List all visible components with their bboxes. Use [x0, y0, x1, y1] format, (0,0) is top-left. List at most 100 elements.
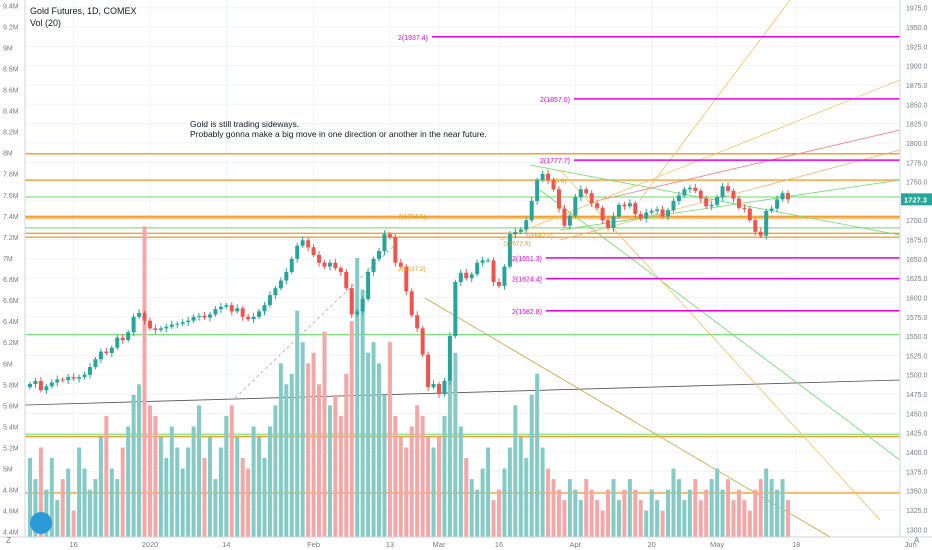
candle-body [513, 231, 518, 235]
price-tick-label: 1975.0 [906, 6, 928, 13]
fib-level-label: 2(1857.0) [540, 97, 570, 104]
volume-tick-label: 9.2M [3, 24, 19, 31]
candle-body [262, 305, 267, 312]
fib-level-label: 2(1582.8) [512, 309, 542, 316]
volume-bar [606, 489, 611, 537]
volume-bar [267, 426, 272, 537]
candle-body [284, 271, 289, 281]
price-tick-label: 1475.0 [906, 392, 928, 399]
volume-bar [131, 394, 136, 537]
volume-bar [420, 415, 425, 537]
volume-bar [742, 500, 747, 537]
volume-tick-label: 8.6M [3, 88, 19, 95]
volume-tick-label: 8M [3, 151, 13, 158]
candle-body [153, 328, 158, 330]
volume-tick-label: 6.4M [3, 319, 19, 326]
candle-body [278, 280, 283, 289]
volume-bar [693, 479, 698, 537]
corner-right-label[interactable]: A [914, 536, 920, 545]
volume-bar [469, 479, 474, 537]
volume-tick-label: 5.6M [3, 403, 19, 410]
small-level-label: 2(1672.9) [503, 241, 531, 248]
volume-bar [573, 489, 578, 537]
candle-body [469, 274, 474, 279]
volume-bar [246, 468, 251, 537]
volume-bar [556, 489, 561, 537]
volume-bar [180, 468, 185, 537]
fib-level-label: 2(1651.3) [512, 256, 542, 263]
candle-body [98, 351, 103, 360]
candle-body [764, 210, 769, 236]
volume-bar [262, 458, 267, 537]
chart-title: Gold Futures, 1D, COMEX [30, 6, 137, 16]
tradingview-logo-icon[interactable] [30, 512, 52, 534]
candle-body [267, 295, 272, 306]
volume-bar [393, 415, 398, 537]
price-tick-label: 1550.0 [906, 334, 928, 341]
price-tick-label: 1325.0 [906, 508, 928, 515]
volume-bar [502, 468, 507, 537]
candle-body [453, 282, 458, 337]
volume-bar [671, 468, 676, 537]
volume-bar [524, 458, 529, 537]
candle-body [115, 337, 120, 348]
volume-tick-label: 6.2M [3, 340, 19, 347]
volume-bar [137, 384, 142, 537]
candle-body [229, 305, 234, 312]
time-tick-label: 20 [647, 540, 655, 549]
candle-body [246, 316, 251, 320]
candle-body [709, 204, 714, 207]
corner-left-label[interactable]: Z [6, 536, 11, 545]
volume-bar [431, 447, 436, 537]
volume-bar [764, 468, 769, 537]
candle-body [486, 260, 491, 262]
candle-body [207, 314, 212, 318]
volume-bar [382, 394, 387, 537]
volume-bar [518, 436, 523, 537]
volume-bar [666, 489, 671, 537]
volume-bar [529, 394, 534, 537]
volume-bar [611, 479, 616, 537]
trend-line [234, 239, 401, 399]
volume-bar [360, 289, 365, 537]
candle-body [720, 186, 725, 198]
candles [28, 169, 790, 398]
volume-bar [622, 489, 627, 537]
volume-bar [344, 373, 349, 537]
candle-body [55, 379, 60, 383]
candle-body [240, 308, 245, 317]
price-tick-label: 1450.0 [906, 411, 928, 418]
candle-body [355, 311, 360, 315]
candle-body [546, 173, 551, 181]
candle-body [775, 199, 780, 209]
candle-body [251, 316, 256, 320]
time-tick-label: 16 [495, 540, 503, 549]
volume-tick-label: 7.8M [3, 172, 19, 179]
candle-body [475, 262, 480, 275]
candle-body [753, 220, 758, 232]
candle-body [322, 262, 327, 267]
candle-body [682, 189, 687, 196]
volume-bar [311, 352, 316, 537]
volume-bar [398, 436, 403, 537]
candle-body [573, 197, 578, 216]
volume-bar [49, 458, 54, 537]
volume-bar [589, 489, 594, 537]
time-tick-label: Jun [905, 540, 917, 549]
candle-body [175, 323, 180, 325]
volume-bar [486, 447, 491, 537]
volume-bar [371, 342, 376, 537]
price-tick-label: 1750.0 [906, 180, 928, 187]
volume-bar [273, 405, 278, 537]
price-tick-label: 1575.0 [906, 315, 928, 322]
price-tick-label: 1350.0 [906, 489, 928, 496]
candle-body [633, 203, 638, 215]
volume-bar [175, 447, 180, 537]
candle-body [109, 347, 114, 354]
price-tick-label: 1825.0 [906, 122, 928, 129]
volume-bar [496, 489, 501, 537]
price-axis: 1975.0 1950.0 1925.0 1900.0 1875.0 1850.0 1825… [899, 0, 932, 537]
candle-body [93, 359, 98, 368]
time-tick-label: 14 [222, 540, 230, 549]
